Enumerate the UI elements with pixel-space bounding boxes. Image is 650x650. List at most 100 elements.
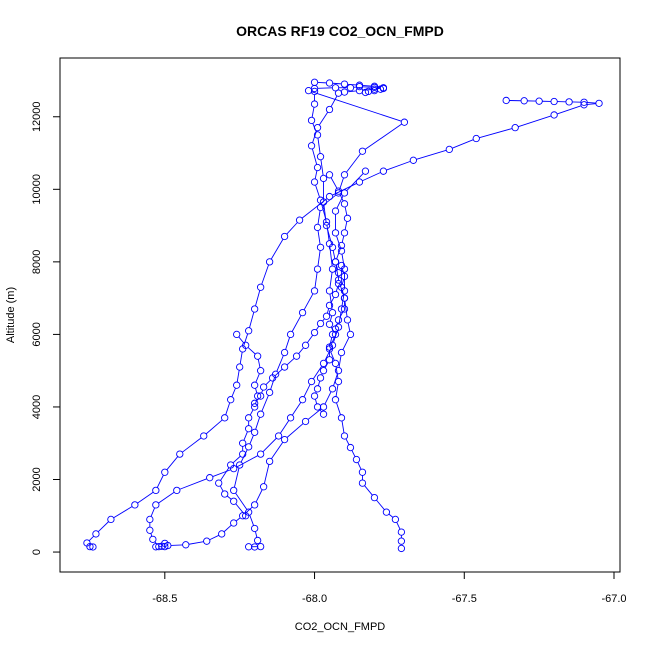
series-line-segment	[329, 337, 333, 345]
data-point	[340, 200, 349, 208]
data-point	[149, 535, 157, 544]
data-point	[286, 414, 295, 422]
data-point	[161, 542, 169, 551]
series-line-segment	[341, 420, 345, 433]
data-point	[146, 515, 154, 524]
data-point	[310, 178, 319, 186]
data-point	[331, 325, 340, 333]
series-line-segment	[345, 438, 350, 445]
series-line-segment	[209, 534, 220, 541]
data-point	[520, 97, 528, 105]
data-point	[340, 305, 349, 313]
series-line-segment	[317, 210, 321, 225]
series-line-segment	[329, 315, 333, 322]
series-line-segment	[255, 489, 263, 503]
series-line-segment	[335, 264, 339, 270]
data-point	[334, 89, 343, 97]
series-line-segment	[249, 409, 254, 416]
data-point	[265, 388, 274, 397]
series-line-segment	[332, 250, 336, 259]
data-point	[337, 305, 346, 313]
y-tick-label: 8000	[31, 250, 43, 274]
series-line-segment	[326, 225, 330, 241]
series-line-segment	[261, 264, 269, 285]
series-line-segment	[233, 468, 240, 488]
data-point	[319, 359, 328, 368]
data-point	[221, 414, 229, 422]
series-line-segment	[346, 173, 364, 191]
series-line-segment	[166, 456, 179, 471]
data-point	[595, 99, 603, 107]
series-line-segment	[236, 370, 240, 383]
series-line-segment	[249, 435, 254, 445]
series-line-segment	[235, 517, 241, 522]
data-point	[230, 519, 238, 527]
chart-title: ORCAS RF19 CO2_OCN_FMPD	[236, 23, 444, 39]
series-line-segment	[261, 395, 269, 412]
series-line-segment	[314, 399, 318, 404]
series-line-segment	[182, 437, 202, 453]
data-point	[325, 287, 334, 295]
data-point	[358, 147, 367, 155]
series-line-segment	[335, 384, 339, 397]
data-point	[215, 479, 223, 487]
series-layer	[83, 78, 603, 553]
data-point	[322, 218, 331, 226]
series-line-segment	[303, 384, 311, 398]
series-line-segment	[330, 177, 338, 189]
series-line-segment	[261, 389, 264, 394]
data-point	[580, 101, 588, 109]
series-line-segment	[326, 228, 333, 245]
data-point	[328, 330, 337, 339]
y-tick-label: 10000	[31, 174, 43, 205]
data-point	[313, 163, 322, 172]
series-line-segment	[312, 123, 317, 133]
data-point	[358, 468, 367, 476]
data-point	[256, 410, 265, 418]
series-line-segment	[97, 521, 109, 533]
series-line-segment	[291, 315, 302, 332]
data-point	[346, 443, 355, 452]
data-point	[313, 403, 322, 411]
series-line-segment	[388, 513, 394, 518]
data-point	[331, 290, 340, 299]
series-line-segment	[223, 524, 232, 533]
y-axis: 0 2000 4000 6000 8000 10000 12000	[31, 101, 60, 555]
series-line-segment	[364, 123, 403, 150]
data-point	[391, 515, 400, 524]
series-line-segment	[243, 333, 249, 347]
series-line-segment	[479, 128, 513, 139]
data-point	[236, 363, 244, 371]
data-point	[328, 265, 337, 273]
series-line-segment	[362, 172, 381, 182]
data-point	[218, 530, 226, 538]
series-3	[83, 96, 603, 551]
data-point	[233, 330, 241, 339]
y-tick-label: 12000	[31, 101, 43, 132]
data-point	[245, 327, 253, 335]
series-8	[310, 261, 349, 418]
series-line-segment	[270, 377, 276, 390]
series-4	[230, 83, 409, 551]
series-line-segment	[236, 455, 259, 468]
series-line-segment	[307, 408, 322, 420]
data-point	[313, 265, 322, 273]
series-line-segment	[319, 409, 322, 413]
data-point	[472, 134, 480, 143]
series-line-segment	[314, 170, 318, 180]
series-7	[215, 330, 265, 520]
series-line-segment	[452, 139, 474, 149]
series-line-segment	[336, 248, 341, 260]
series-line-segment	[344, 206, 348, 216]
series-line-segment	[341, 290, 345, 296]
series-line-segment	[247, 347, 256, 355]
data-point	[131, 501, 139, 509]
data-point	[328, 243, 337, 251]
series-line-segment	[212, 469, 231, 477]
data-point	[206, 474, 214, 482]
data-point	[319, 403, 328, 411]
series-line-segment	[263, 464, 270, 484]
series-line-segment	[341, 279, 345, 285]
data-point	[152, 543, 160, 551]
series-line-segment	[315, 325, 320, 331]
